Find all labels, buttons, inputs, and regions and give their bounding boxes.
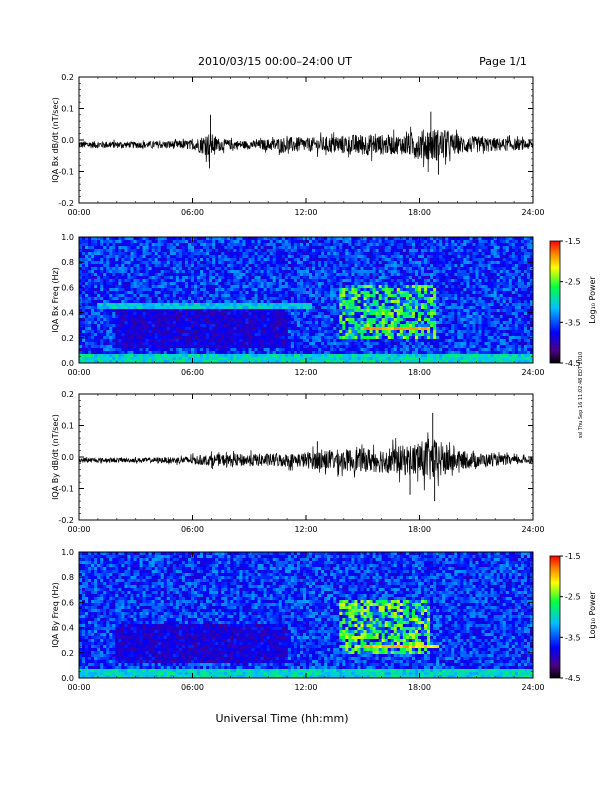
colorbar-tick-label: -1.5: [565, 552, 581, 561]
y-tick-label: 1.0: [61, 233, 74, 242]
x-tick-label: 18:00: [408, 683, 431, 692]
x-axis-title: Universal Time (hh:mm): [216, 712, 349, 725]
colorbar: [549, 240, 561, 364]
y-tick-label: 0.1: [61, 422, 74, 431]
y-axis-label: IQA Bx dB/dt (nT/sec): [51, 97, 60, 183]
by-spectrogram-panel: 00:00 06:00 12:00 18:00 24:00 1.0 0.8 0.6 0.4 0.2…: [51, 548, 597, 692]
figure-title: 2010/03/15 00:00–24:00 UT: [198, 55, 352, 68]
colorbar-label: Log₁₀ Power: [588, 591, 597, 639]
y-tick-label: 0.8: [61, 258, 74, 267]
y-tick-label: 0.0: [61, 359, 74, 368]
x-tick-label: 12:00: [294, 525, 317, 534]
colorbar-label: Log₁₀ Power: [588, 276, 597, 324]
x-tick-label: 24:00: [521, 368, 544, 377]
y-tick-label: -0.2: [58, 516, 74, 525]
y-tick-label: 0.0: [61, 136, 74, 145]
x-tick-label: 00:00: [67, 525, 90, 534]
spectrogram-cells: [79, 552, 534, 679]
y-tick-label: -0.2: [58, 199, 74, 208]
series-line: [78, 432, 534, 491]
colorbar-tick-label: -3.5: [565, 318, 581, 327]
colorbar: [549, 555, 561, 679]
page-number: Page 1/1: [479, 55, 527, 68]
y-tick-label: -0.1: [58, 168, 74, 177]
y-tick-label: 0.0: [61, 453, 74, 462]
colorbar-tick-label: -4.5: [565, 359, 581, 368]
y-tick-label: 0.4: [61, 624, 74, 633]
colorbar-tick-label: -3.5: [565, 633, 581, 642]
y-axis-label: IQA By dB/dt (nT/sec): [51, 414, 60, 500]
x-tick-label: 18:00: [408, 368, 431, 377]
colorbar-tick-label: -2.5: [565, 278, 581, 287]
y-tick-label: 0.6: [61, 598, 74, 607]
y-tick-label: 0.6: [61, 283, 74, 292]
x-tick-label: 24:00: [521, 208, 544, 217]
x-tick-label: 06:00: [181, 208, 204, 217]
y-tick-label: 0.1: [61, 105, 74, 114]
timestamp-note: ssl Thu Sep 16 11:02:48 EDT 2010: [578, 352, 584, 439]
x-tick-label: 24:00: [521, 525, 544, 534]
y-tick-label: 0.8: [61, 573, 74, 582]
y-tick-label: 0.2: [61, 649, 74, 658]
x-tick-label: 12:00: [294, 208, 317, 217]
x-tick-label: 18:00: [408, 525, 431, 534]
x-tick-label: 06:00: [181, 525, 204, 534]
colorbar-tick-label: -4.5: [565, 674, 581, 683]
spectrogram-cells: [79, 237, 534, 364]
by-timeseries-panel: 00:00 06:00 12:00 18:00 24:00 0.2 0.1 0.0 -0.1 -0…: [51, 390, 545, 534]
x-tick-label: 00:00: [67, 368, 90, 377]
x-tick-label: 18:00: [408, 208, 431, 217]
plot-frame: [78, 76, 534, 204]
colorbar-tick-label: -2.5: [565, 593, 581, 602]
colorbar-tick-label: -1.5: [565, 237, 581, 246]
y-tick-label: 0.2: [61, 73, 74, 82]
x-tick-label: 06:00: [181, 683, 204, 692]
bx-timeseries-panel: 00:00 06:00 12:00 18:00 24:00 0.2 0.1 0.0 -0.1 -0…: [51, 73, 545, 217]
x-tick-label: 00:00: [67, 683, 90, 692]
x-tick-label: 24:00: [521, 683, 544, 692]
x-tick-label: 12:00: [294, 368, 317, 377]
y-tick-label: -0.1: [58, 485, 74, 494]
y-tick-label: 0.4: [61, 309, 74, 318]
x-tick-label: 00:00: [67, 208, 90, 217]
y-tick-label: 1.0: [61, 548, 74, 557]
x-tick-label: 06:00: [181, 368, 204, 377]
x-tick-label: 12:00: [294, 683, 317, 692]
y-tick-label: 0.2: [61, 390, 74, 399]
y-tick-label: 0.2: [61, 334, 74, 343]
y-axis-label: IQA Bx Freq (Hz): [51, 267, 60, 333]
y-tick-label: 0.0: [61, 674, 74, 683]
bx-spectrogram-panel: 00:00 06:00 12:00 18:00 24:00 1.0 0.8 0.6 0.4 0.2…: [51, 233, 597, 377]
series-line: [78, 126, 534, 172]
y-axis-label: IQA By Freq (Hz): [51, 582, 60, 648]
